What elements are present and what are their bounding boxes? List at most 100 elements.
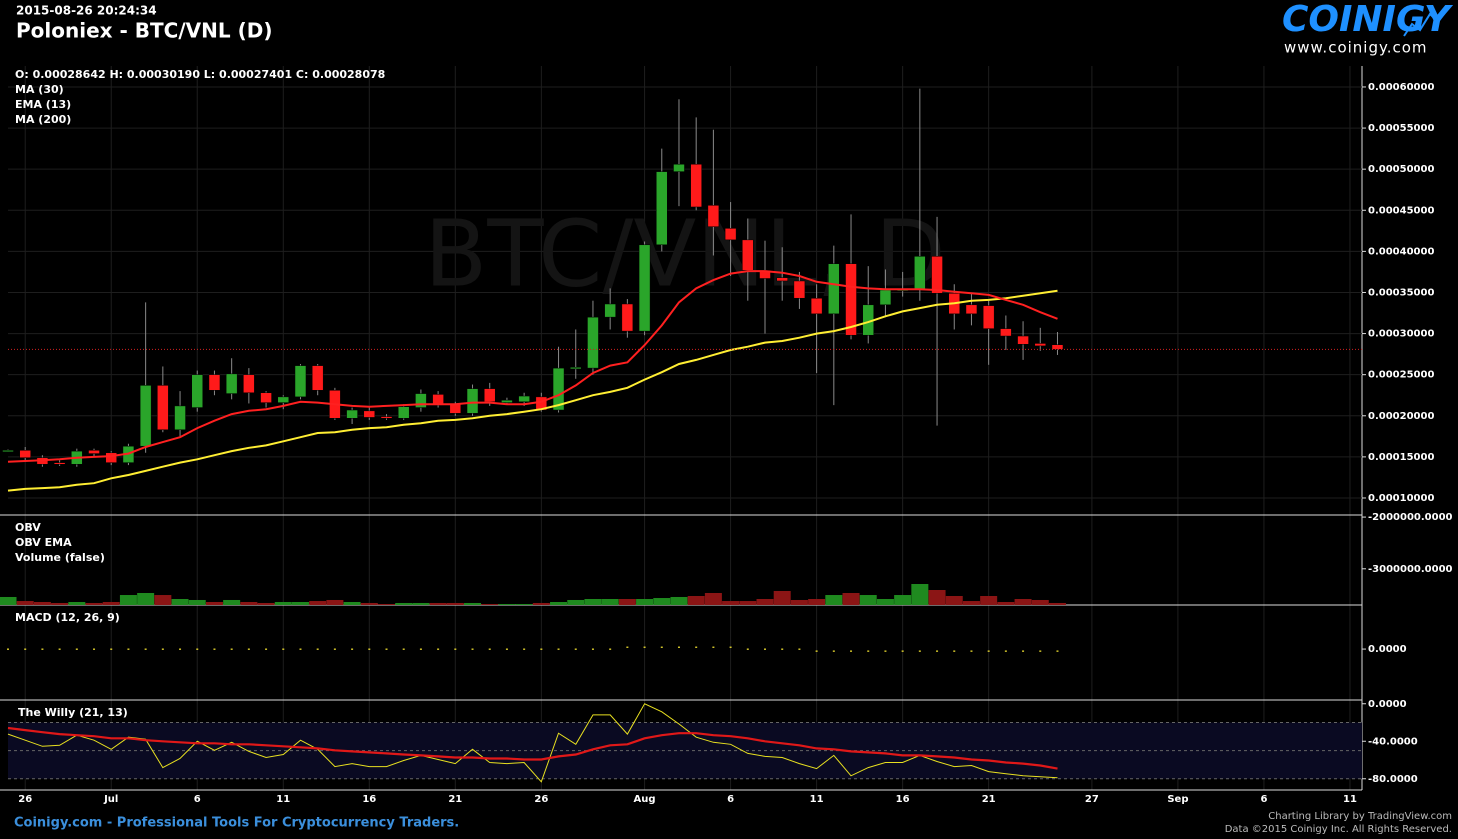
x-tick-label: Sep [1167, 794, 1188, 805]
volume-bar [309, 601, 327, 605]
candle-body [466, 388, 479, 414]
candle-body [793, 280, 806, 299]
x-tick-label: 21 [448, 794, 462, 805]
macd-dot [247, 648, 250, 650]
volume-bar [980, 596, 998, 605]
candle-body [363, 410, 376, 418]
volume-bar [825, 595, 843, 605]
volume-bar [722, 601, 740, 605]
macd-dot [437, 648, 440, 650]
macd-dot [454, 648, 457, 650]
candle-body [260, 392, 272, 403]
macd-dot [557, 648, 560, 650]
volume-bar [429, 602, 447, 605]
volume-bar [997, 602, 1015, 605]
volume-bar [532, 602, 550, 605]
volume-bar [171, 599, 189, 605]
macd-dot [867, 650, 870, 652]
volume-bar [137, 593, 155, 605]
watermark: BTC/VNL, D [424, 200, 946, 307]
volume-bar [33, 602, 51, 605]
volume-bar [670, 596, 688, 605]
macd-dot [110, 648, 113, 650]
x-tick-label: 16 [896, 794, 910, 805]
x-tick-label: Jul [103, 794, 118, 805]
willy-line [7, 726, 1058, 770]
macd-dot [695, 646, 698, 648]
volume-bar [85, 602, 103, 605]
volume-bar [876, 599, 894, 605]
y-tick-label: 0.0000 [1368, 699, 1407, 710]
candle-body [724, 228, 737, 241]
candle-body [828, 263, 840, 315]
volume-bar [859, 595, 877, 605]
pane-legend: OBV EMA [15, 536, 72, 549]
candle-body [449, 404, 462, 414]
x-tick-label: 27 [1085, 794, 1099, 805]
volume-bar [550, 602, 568, 605]
volume-bar [240, 602, 258, 605]
candle-body [879, 289, 892, 306]
candle-body [810, 297, 823, 315]
candle-body [397, 406, 410, 419]
macd-dot [299, 648, 302, 650]
candle-body [518, 395, 530, 403]
candle-body [174, 405, 186, 431]
macd-dot [764, 648, 767, 650]
x-tick-label: 6 [1260, 794, 1267, 805]
x-tick-label: 11 [276, 794, 290, 805]
candle-body [656, 171, 668, 246]
macd-dot [333, 648, 336, 650]
y-tick-label: 0.00035000 [1368, 287, 1434, 298]
macd-dot [918, 650, 921, 652]
macd-dot [540, 648, 543, 650]
volume-bar [395, 602, 413, 605]
candle-body [53, 462, 66, 465]
volume-bar [378, 604, 396, 605]
volume-bar [945, 596, 963, 605]
candle-body [982, 305, 995, 329]
macd-dot [265, 648, 268, 650]
macd-dot [746, 648, 749, 650]
volume-bar [687, 596, 705, 605]
chart-title: Poloniex - BTC/VNL (D) [16, 19, 272, 43]
volume-bar [343, 602, 361, 605]
macd-dot [901, 650, 904, 652]
candle-body [673, 163, 685, 172]
volume-bar [653, 598, 671, 605]
y-tick-label: -2000000.0000 [1368, 512, 1453, 523]
volume-bar [515, 604, 533, 605]
candle-body [638, 244, 651, 332]
macd-dot [196, 648, 199, 650]
candle-body [501, 399, 513, 403]
macd-dot [660, 646, 663, 648]
volume-bar [412, 602, 430, 605]
volume-bar [773, 590, 791, 605]
candle-body [914, 256, 926, 290]
candle-body [208, 374, 221, 391]
volume-bar [326, 599, 344, 605]
volume-bar [360, 602, 378, 605]
macd-dot [1056, 650, 1059, 652]
y-tick-label: 0.00010000 [1368, 493, 1434, 504]
candle-body [604, 303, 616, 318]
macd-dot [402, 648, 405, 650]
legend-entry: EMA (13) [15, 98, 71, 111]
y-tick-label: 0.0000 [1368, 644, 1407, 655]
y-tick-label: 0.00055000 [1368, 123, 1434, 134]
volume-bar [1048, 602, 1066, 605]
macd-dot [127, 648, 130, 650]
macd-dot [385, 648, 388, 650]
macd-dot [884, 650, 887, 652]
macd-dot [970, 650, 973, 652]
candle-body [1051, 344, 1064, 350]
pane-legend: OBV [15, 521, 41, 534]
candle-body [552, 367, 565, 411]
candle-body [965, 304, 978, 315]
macd-dot [419, 648, 422, 650]
volume-bar [16, 601, 34, 605]
macd-dot [144, 648, 147, 650]
x-tick-label: 6 [727, 794, 734, 805]
